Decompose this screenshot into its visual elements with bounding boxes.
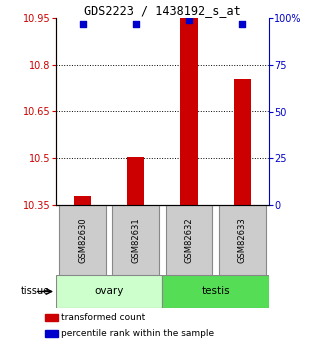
Bar	[45, 330, 58, 337]
Text: GSM82630: GSM82630	[78, 217, 87, 263]
Text: transformed count: transformed count	[61, 313, 145, 322]
Text: GSM82632: GSM82632	[185, 217, 194, 263]
Bar	[219, 205, 266, 275]
Point	[80, 21, 85, 26]
Text: GSM82631: GSM82631	[131, 217, 140, 263]
Bar	[45, 314, 58, 322]
Bar	[127, 157, 144, 205]
Text: tissue: tissue	[20, 286, 50, 296]
Text: percentile rank within the sample: percentile rank within the sample	[61, 329, 214, 338]
Bar	[180, 18, 197, 205]
Bar	[163, 275, 269, 308]
Bar	[74, 196, 91, 205]
Point	[240, 21, 245, 26]
Point	[187, 17, 192, 23]
Title: GDS2223 / 1438192_s_at: GDS2223 / 1438192_s_at	[84, 4, 241, 17]
Bar	[56, 275, 163, 308]
Bar	[59, 205, 106, 275]
Bar	[112, 205, 159, 275]
Bar	[234, 79, 251, 205]
Bar	[165, 205, 212, 275]
Text: testis: testis	[201, 286, 230, 296]
Point	[133, 21, 138, 26]
Text: GSM82633: GSM82633	[238, 217, 247, 263]
Text: ovary: ovary	[94, 286, 124, 296]
